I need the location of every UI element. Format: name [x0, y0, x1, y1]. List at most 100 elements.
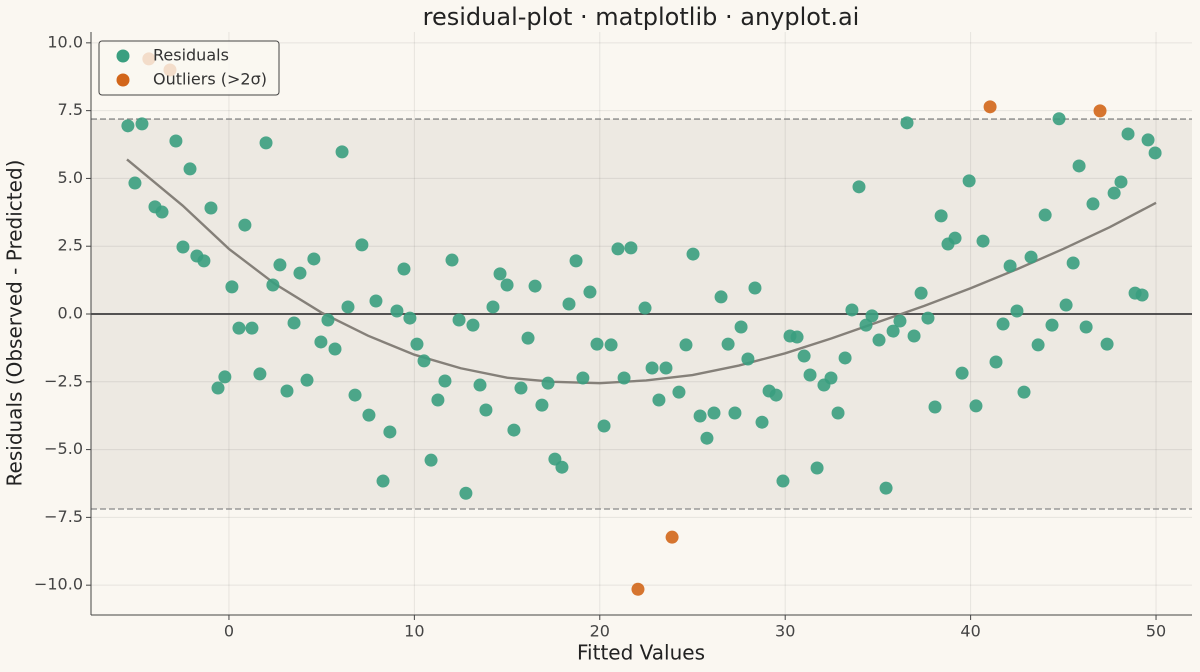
point	[831, 406, 845, 420]
point	[121, 119, 135, 133]
point	[617, 371, 631, 385]
x-tick-label: 50	[1146, 622, 1166, 641]
legend: Residuals Outliers (>2σ)	[98, 40, 280, 96]
y-tick-label: 10.0	[47, 32, 83, 51]
point	[1079, 320, 1093, 334]
point	[369, 294, 383, 308]
point	[300, 373, 314, 387]
point	[948, 231, 962, 245]
point	[1010, 304, 1024, 318]
point	[466, 318, 480, 332]
point	[604, 338, 618, 352]
x-tick-label: 10	[404, 622, 424, 641]
x-tick-label: 40	[960, 622, 980, 641]
point	[976, 234, 990, 248]
point	[431, 393, 445, 407]
point	[232, 321, 246, 335]
point	[500, 278, 514, 292]
point	[797, 349, 811, 363]
y-axis-label: Residuals (Observed - Predicted)	[3, 160, 27, 487]
point	[253, 367, 267, 381]
point	[872, 333, 886, 347]
point	[996, 317, 1010, 331]
point	[886, 324, 900, 338]
point	[569, 254, 583, 268]
point	[728, 406, 742, 420]
point	[1072, 159, 1086, 173]
point	[576, 371, 590, 385]
point	[907, 329, 921, 343]
y-tick-label: −10.0	[34, 575, 83, 594]
y-tick-label: 2.5	[58, 236, 83, 255]
legend-marker	[116, 49, 130, 63]
y-tick-label: −2.5	[44, 371, 83, 390]
trend-line	[126, 158, 1157, 385]
point	[1003, 259, 1017, 273]
legend-label: Outliers (>2σ)	[153, 70, 267, 89]
x-tick-label: 30	[775, 622, 795, 641]
point	[838, 351, 852, 365]
point	[1059, 298, 1073, 312]
point	[852, 180, 866, 194]
point	[1024, 250, 1038, 264]
point	[665, 530, 679, 544]
legend-label: Residuals	[153, 46, 229, 65]
point	[879, 481, 893, 495]
point	[445, 253, 459, 267]
point	[707, 406, 721, 420]
y-tick-label: −5.0	[44, 439, 83, 458]
x-tick-label: 20	[590, 622, 610, 641]
point	[989, 355, 1003, 369]
point	[679, 338, 693, 352]
point	[686, 247, 700, 261]
point	[417, 354, 431, 368]
point	[790, 330, 804, 344]
point	[803, 368, 817, 382]
point	[155, 205, 169, 219]
point	[755, 415, 769, 429]
point	[507, 423, 521, 437]
point	[983, 100, 997, 114]
point	[403, 311, 417, 325]
point	[245, 321, 259, 335]
point	[1086, 197, 1100, 211]
point	[259, 136, 273, 150]
point	[424, 453, 438, 467]
point	[176, 240, 190, 254]
point	[438, 374, 452, 388]
x-axis-label: Fitted Values	[577, 641, 705, 665]
y-tick-label: −7.5	[44, 507, 83, 526]
point	[197, 254, 211, 268]
point	[280, 384, 294, 398]
point	[521, 331, 535, 345]
point	[934, 209, 948, 223]
x-tick-label: 0	[224, 622, 234, 641]
point	[624, 241, 638, 255]
point	[1038, 208, 1052, 222]
point	[514, 381, 528, 395]
point	[1114, 175, 1128, 189]
point	[776, 474, 790, 488]
point	[169, 134, 183, 148]
point	[652, 393, 666, 407]
point	[597, 419, 611, 433]
point	[493, 267, 507, 281]
point	[452, 313, 466, 327]
point	[1121, 127, 1135, 141]
point	[307, 252, 321, 266]
point	[383, 425, 397, 439]
point	[714, 290, 728, 304]
point	[335, 145, 349, 159]
point	[390, 304, 404, 318]
point	[1141, 133, 1155, 147]
point	[266, 278, 280, 292]
point	[211, 381, 225, 395]
point	[741, 352, 755, 366]
point	[225, 280, 239, 294]
point	[645, 361, 659, 375]
point	[128, 176, 142, 190]
point	[341, 300, 355, 314]
point	[955, 366, 969, 380]
point	[845, 303, 859, 317]
point	[1135, 288, 1149, 302]
